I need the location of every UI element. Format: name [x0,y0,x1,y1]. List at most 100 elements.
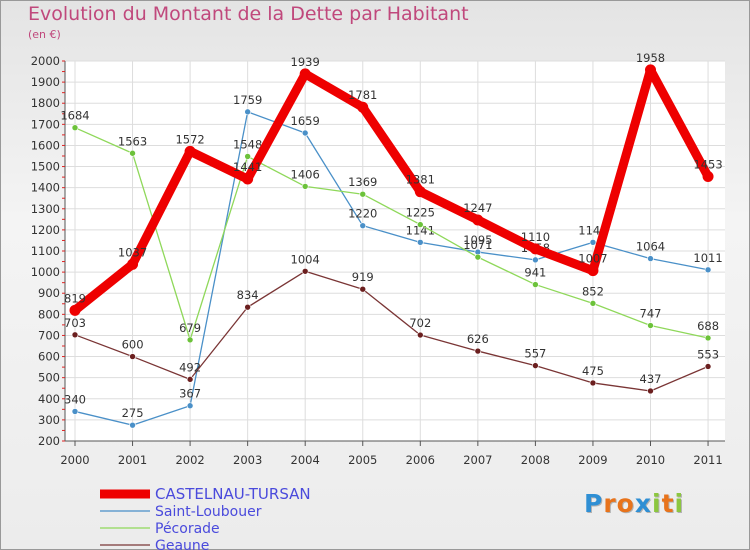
data-label: 703 [64,316,86,330]
data-label: 941 [524,266,546,280]
legend-item: Pécorade [100,521,220,537]
data-label: 1759 [233,93,262,107]
legend-label: Saint-Loubouer [155,504,262,520]
data-point [645,64,656,76]
data-label: 1381 [406,173,435,187]
series-p-corade: 1684 1563 679 1548 1406 1369 1225 1071 941 852 747… [60,109,719,344]
data-point [301,129,309,137]
legend-label: CASTELNAU-TURSAN [155,485,311,503]
data-label: 1939 [291,55,320,69]
data-point [474,253,482,261]
data-label: 1110 [521,230,550,244]
data-label: 819 [64,291,86,305]
data-label: 702 [409,316,431,330]
y-tick-label: 1400 [31,181,60,195]
data-label: 1004 [291,252,320,266]
data-label: 688 [697,319,719,333]
data-point [647,387,654,395]
data-point [702,170,714,182]
series-line [74,270,709,392]
legend-item: Geaune [100,538,209,550]
data-point [359,190,367,198]
y-tick-label: 600 [38,350,60,364]
data-point [704,266,712,274]
data-point [186,376,194,383]
data-point [186,336,194,344]
data-label: 340 [64,392,86,406]
proxiti-logo: Proxiti [584,489,684,518]
chart-title: Evolution du Montant de la Dette par Hab… [28,3,469,25]
legend-label: Geaune [155,538,209,550]
logo-letter: r [603,489,617,518]
data-point [589,379,597,387]
y-tick-label: 1800 [31,96,60,110]
y-tick-label: 400 [38,392,60,406]
logo-letter: i [652,489,662,518]
x-tick-label: 2000 [60,453,89,467]
logo-letter: P [584,489,604,518]
data-label: 1011 [693,251,722,265]
data-point [244,303,251,311]
data-label: 1453 [693,157,722,171]
y-tick-label: 500 [38,371,60,385]
data-label: 1141 [406,223,435,237]
y-tick-label: 1700 [31,117,60,131]
data-label: 1095 [463,233,492,247]
x-tick-label: 2011 [693,453,722,467]
data-point [472,214,484,226]
chart-unit: (en €) [28,28,61,41]
data-label: 1247 [463,201,492,215]
y-tick-label: 700 [38,328,60,342]
legend-item: Saint-Loubouer [100,504,262,520]
data-point [71,331,79,339]
data-label: 475 [582,364,604,378]
data-label: 600 [122,338,144,352]
data-label: 367 [179,387,201,401]
data-point [242,173,254,185]
x-tick-label: 2003 [233,453,262,467]
series-castelnau-tursan: 819 1037 1572 1441 1939 1781 1381 1247 1110 1007 1… [64,51,723,316]
data-point [474,347,482,355]
data-label: 1572 [175,132,204,146]
data-point [704,334,712,342]
data-point [416,239,424,246]
data-label: 834 [237,288,259,302]
data-point [71,124,79,132]
data-label: 852 [582,284,604,298]
data-label: 1369 [348,175,377,189]
data-point [129,149,136,157]
data-label: 1659 [291,114,320,128]
data-label: 1071 [463,238,492,252]
x-tick-label: 2002 [175,453,204,467]
y-tick-label: 1000 [31,265,60,279]
data-point [587,265,599,277]
y-tick-label: 1200 [31,223,60,237]
data-point [127,258,139,270]
data-label: 437 [640,372,662,386]
data-point [357,101,369,113]
data-point [416,221,424,228]
data-label: 492 [179,360,201,374]
series-geaune: 703 600 492 834 1004 919 702 626 557 475 437 553 [64,252,719,395]
y-tick-label: 200 [38,434,60,448]
x-tick-label: 2006 [406,453,435,467]
data-label: 557 [524,347,546,361]
series-line [74,127,709,341]
data-point [129,421,136,429]
data-point [647,255,654,262]
data-label: 1225 [406,206,435,220]
data-point [532,281,539,288]
data-point [186,402,194,410]
data-point [184,145,196,157]
data-label: 1007 [578,252,607,266]
x-tick-label: 2010 [636,453,665,467]
data-point [359,222,367,229]
x-tick-label: 2008 [521,453,550,467]
data-label: 1548 [233,137,262,151]
data-point [69,304,81,316]
x-tick-label: 2005 [348,453,377,467]
logo-letter: t [661,489,675,518]
data-point [529,243,541,255]
data-label: 1781 [348,88,377,102]
data-label: 1037 [118,245,147,259]
